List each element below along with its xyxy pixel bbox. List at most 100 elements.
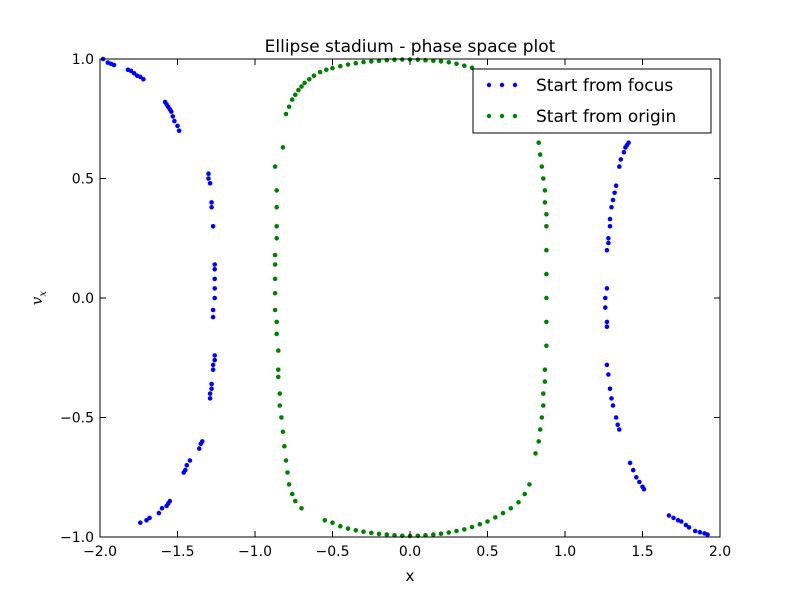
x-tick-label: 0.5	[476, 544, 498, 560]
point-focus	[187, 458, 193, 463]
point-origin	[541, 176, 546, 181]
legend-marker-origin	[486, 113, 492, 119]
point-focus	[159, 506, 165, 511]
point-origin	[542, 367, 548, 373]
point-origin	[361, 529, 366, 534]
point-focus	[128, 68, 134, 74]
legend-marker-focus	[499, 82, 505, 88]
point-origin	[274, 224, 280, 229]
point-origin	[283, 111, 289, 117]
point-focus	[206, 176, 211, 181]
legend-label-origin: Start from origin	[536, 107, 676, 127]
point-focus	[630, 467, 636, 473]
y-axis-label: vx	[28, 291, 49, 305]
point-focus	[702, 531, 707, 536]
point-origin	[338, 63, 343, 69]
point-origin	[311, 73, 317, 78]
point-origin	[276, 367, 281, 373]
point-origin	[272, 290, 278, 296]
point-focus	[156, 510, 162, 516]
point-focus	[212, 353, 217, 358]
point-origin	[274, 236, 280, 241]
point-focus	[209, 200, 214, 205]
point-origin	[369, 530, 374, 536]
point-focus	[144, 518, 149, 523]
point-focus	[617, 164, 622, 169]
point-origin	[285, 470, 290, 475]
point-focus	[683, 522, 689, 528]
point-origin	[345, 62, 351, 67]
point-focus	[604, 247, 610, 253]
point-focus	[210, 307, 216, 313]
point-focus	[612, 190, 617, 196]
point-focus	[609, 204, 614, 210]
y-axis-label-main: v	[28, 296, 46, 305]
point-origin	[500, 510, 506, 516]
point-origin	[330, 65, 335, 71]
legend: Start from focus Start from origin	[472, 68, 712, 134]
point-origin	[286, 104, 292, 110]
point-origin	[279, 415, 284, 420]
legend-marker-focus	[486, 82, 492, 88]
legend-label-focus: Start from focus	[536, 76, 673, 96]
point-focus	[637, 479, 642, 485]
point-focus	[209, 204, 214, 210]
point-origin	[282, 443, 287, 449]
point-focus	[210, 367, 216, 373]
point-origin	[544, 319, 549, 325]
point-focus	[175, 123, 180, 129]
point-focus	[606, 240, 611, 246]
point-origin	[345, 526, 351, 531]
point-focus	[604, 362, 610, 368]
point-focus	[626, 140, 631, 145]
point-origin	[431, 58, 436, 63]
x-tick-label: −0.5	[316, 544, 350, 560]
point-origin	[508, 506, 514, 511]
point-focus	[138, 74, 143, 80]
point-origin	[415, 57, 421, 62]
point-origin	[272, 262, 278, 267]
point-origin	[454, 528, 459, 534]
point-origin	[274, 319, 280, 325]
point-origin	[462, 63, 467, 68]
point-origin	[384, 532, 390, 537]
point-origin	[542, 200, 548, 205]
point-origin	[289, 491, 295, 497]
point-origin	[536, 439, 541, 444]
point-focus	[686, 525, 692, 530]
point-origin	[369, 59, 374, 64]
point-origin	[522, 491, 527, 497]
point-origin	[286, 482, 292, 487]
point-origin	[477, 522, 483, 527]
point-focus	[671, 515, 676, 521]
point-origin	[541, 391, 546, 396]
x-tick-label: −1.0	[238, 544, 272, 560]
point-focus	[209, 381, 214, 387]
point-origin	[454, 61, 459, 67]
point-focus	[610, 403, 616, 408]
point-focus	[198, 441, 204, 447]
x-tick-label: 1.5	[631, 544, 653, 560]
point-origin	[431, 532, 436, 537]
point-origin	[544, 224, 549, 229]
point-focus	[606, 236, 611, 241]
y-tick-label: 0.5	[72, 172, 94, 188]
x-tick-label: 1.0	[554, 544, 576, 560]
point-origin	[392, 533, 397, 538]
point-focus	[607, 216, 613, 222]
point-origin	[296, 87, 301, 93]
point-focus	[141, 77, 146, 82]
point-origin	[353, 528, 359, 533]
point-origin	[485, 519, 490, 524]
ticks-layer: −2.0 −1.5 −1.0 −0.5 0.0 0.5 1.0 1.5 2.0 −1.0 −0.5 0…	[60, 52, 731, 560]
point-focus	[169, 109, 174, 114]
point-focus	[603, 295, 608, 301]
point-origin	[533, 451, 538, 456]
point-focus	[613, 183, 619, 188]
point-focus	[176, 128, 182, 133]
point-focus	[210, 314, 216, 320]
point-origin	[542, 188, 548, 193]
point-origin	[537, 427, 543, 432]
x-axis-label: x	[406, 567, 415, 585]
point-origin	[299, 506, 304, 511]
